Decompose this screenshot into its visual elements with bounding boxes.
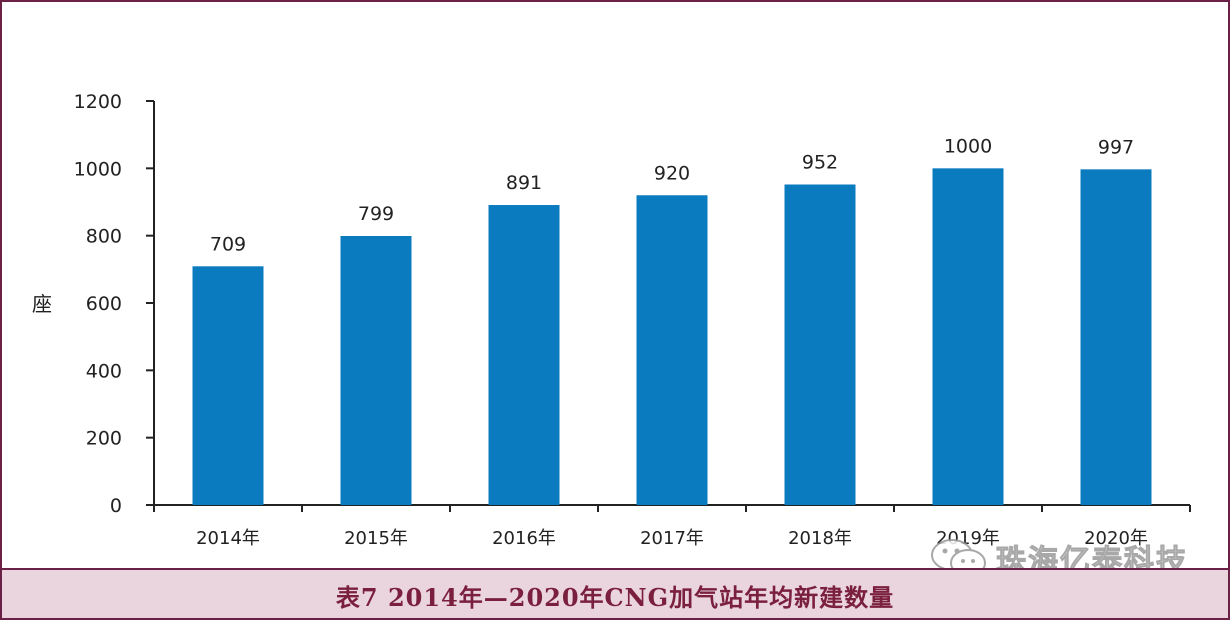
- bar-2019: [932, 168, 1004, 506]
- y-tick-label: 1200: [74, 91, 122, 113]
- x-tick-label: 2016年: [492, 528, 556, 549]
- y-tick-label: 1000: [74, 158, 122, 180]
- y-axis-label: 座: [32, 292, 52, 316]
- x-tick-label: 2017年: [640, 528, 704, 549]
- bar-2014: [192, 266, 264, 505]
- bar-2018: [784, 184, 856, 505]
- data-label: 1000: [944, 135, 992, 157]
- x-tick-label: 2018年: [788, 528, 852, 549]
- bar-2020: [1080, 169, 1152, 506]
- y-tick-label: 400: [86, 360, 122, 382]
- data-label: 799: [358, 203, 394, 225]
- bar-2017: [636, 195, 708, 505]
- x-tick-label: 2014年: [196, 528, 260, 549]
- data-label: 920: [654, 162, 690, 184]
- bar-chart: 0 200 400 600 800 1000 1200 座 709 2014年 799 2015年 89…: [32, 91, 1191, 549]
- x-tick-label: 2015年: [344, 528, 408, 549]
- chart-caption: 表7 2014年—2020年CNG加气站年均新建数量: [335, 582, 895, 612]
- bar-2015: [340, 236, 412, 505]
- x-tick-label: 2020年: [1084, 528, 1148, 549]
- y-tick-label: 600: [86, 293, 122, 315]
- y-tick-label: 0: [110, 495, 122, 517]
- data-label: 891: [506, 172, 542, 194]
- bar-2016: [488, 205, 560, 505]
- data-label: 952: [802, 151, 838, 173]
- caption-bar: 表7 2014年—2020年CNG加气站年均新建数量: [2, 568, 1228, 618]
- y-tick-label: 800: [86, 226, 122, 248]
- data-label: 709: [210, 233, 246, 255]
- y-tick-label: 200: [86, 428, 122, 450]
- data-label: 997: [1098, 136, 1134, 158]
